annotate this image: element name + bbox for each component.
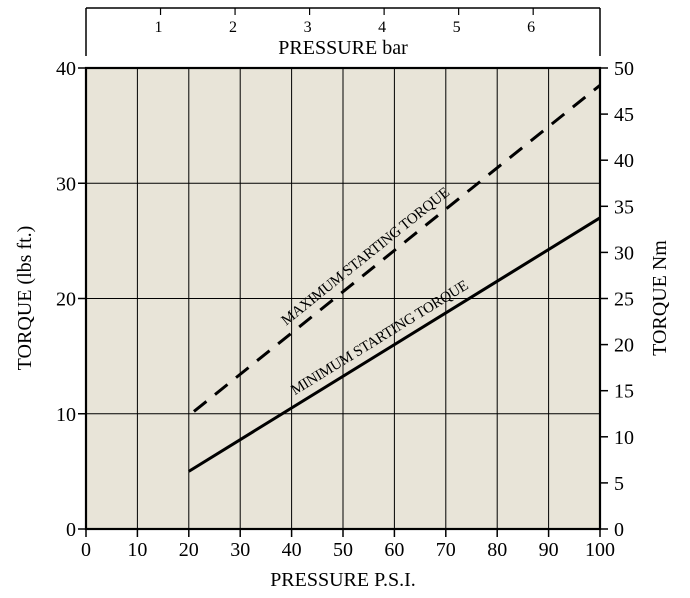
max-torque-line	[193, 84, 601, 413]
y-tick-label: 30	[56, 173, 76, 195]
y2-tick-label: 25	[614, 289, 634, 311]
x-tick-label: 20	[179, 539, 199, 561]
top-tick-label: 6	[527, 19, 535, 36]
top-tick-label: 4	[378, 19, 386, 36]
x-axis-title: PRESSURE P.S.I.	[270, 569, 416, 591]
x-tick-label: 90	[539, 539, 559, 561]
y2-tick-label: 10	[614, 427, 634, 449]
y-tick-label: 20	[56, 289, 76, 311]
x-tick-label: 50	[333, 539, 353, 561]
x-tick-label: 30	[230, 539, 250, 561]
x-tick-label: 80	[487, 539, 507, 561]
y-tick-label: 10	[56, 404, 76, 426]
y2-tick-label: 40	[614, 150, 634, 172]
y2-axis-title: TORQUE Nm	[649, 240, 671, 356]
y-tick-label: 0	[66, 519, 76, 541]
y-tick-label: 40	[56, 58, 76, 80]
y2-tick-label: 0	[614, 519, 624, 541]
x-tick-label: 70	[436, 539, 456, 561]
x-tick-label: 10	[127, 539, 147, 561]
x-tick-label: 60	[384, 539, 404, 561]
x-tick-label: 100	[585, 539, 615, 561]
top-tick-label: 1	[155, 19, 163, 36]
grid	[86, 68, 600, 529]
x-tick-label: 0	[81, 539, 91, 561]
y-axis-title: TORQUE (lbs ft.)	[14, 226, 36, 371]
top-tick-label: 2	[229, 19, 237, 36]
y2-tick-label: 50	[614, 58, 634, 80]
y2-tick-label: 20	[614, 335, 634, 357]
top-axis-title: PRESSURE bar	[278, 37, 408, 59]
y2-tick-label: 35	[614, 196, 634, 218]
y2-tick-label: 45	[614, 104, 634, 126]
y2-tick-label: 15	[614, 381, 634, 403]
y2-tick-label: 5	[614, 473, 624, 495]
min-torque-line	[188, 216, 601, 473]
y2-tick-label: 30	[614, 242, 634, 264]
top-tick-label: 5	[453, 19, 461, 36]
axes: 0 10 20 30 40 50 60 70 80 90 100010203040051015202…	[56, 7, 634, 561]
top-tick-label: 3	[304, 19, 312, 36]
x-tick-label: 40	[282, 539, 302, 561]
